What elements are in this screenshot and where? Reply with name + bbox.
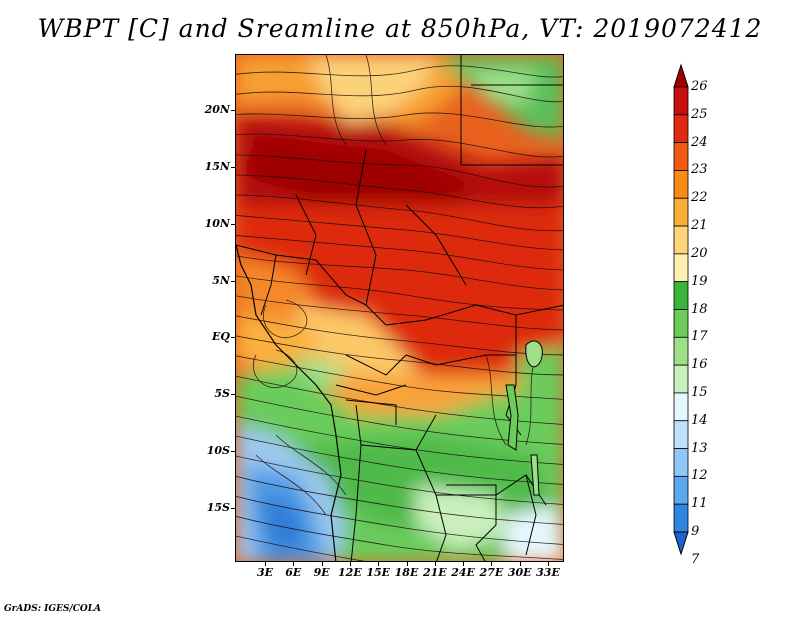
colorbar-label: 26 [691, 79, 708, 94]
colorbar-swatch [673, 364, 689, 394]
colorbar-label: 12 [691, 468, 708, 484]
lon-tick [548, 561, 549, 566]
lat-label: 10S [206, 444, 230, 457]
lon-label: 27E [479, 566, 504, 579]
colorbar-label: 14 [691, 412, 708, 428]
lon-tick [491, 561, 493, 566]
lon-label: 15E [366, 566, 391, 579]
colorbar-label: 22 [691, 190, 708, 206]
lat-tick [231, 337, 236, 338]
lat-label: 15N [204, 160, 230, 173]
colorbar-label: 23 [691, 162, 708, 178]
lat-label: 20N [204, 103, 230, 116]
lon-label: 18E [394, 566, 419, 579]
lon-label: 12E [338, 566, 362, 579]
colorbar-top-arrow [673, 63, 689, 88]
lon-label: 3E [256, 566, 274, 579]
lat-tick [231, 167, 236, 168]
colorbar-swatch [673, 503, 689, 533]
country-borders [236, 55, 563, 561]
colorbar-label: 9 [691, 524, 700, 539]
lon-label: 33E [536, 566, 560, 579]
colorbar-swatch [673, 281, 689, 310]
colorbar-swatch [673, 448, 689, 477]
lat-label: 5S [214, 387, 230, 400]
colorbar-bottom-arrow [673, 531, 689, 556]
lon-label: 21E [422, 566, 447, 579]
colorbar-swatch [673, 475, 689, 505]
colorbar-swatch [673, 420, 689, 449]
lon-tick [293, 561, 295, 566]
coastline [236, 244, 342, 561]
lat-tick [231, 281, 236, 282]
lat-tick [231, 394, 236, 395]
lon-tick [378, 561, 380, 566]
colorbar-label: 19 [691, 273, 708, 289]
lon-tick [321, 561, 323, 566]
colorbar-swatch [673, 114, 689, 144]
map-title: WBPT [C] and Sreamline at 850hPa, VT: 20… [37, 14, 763, 43]
colorbar-swatch [673, 253, 689, 283]
colorbar-swatch [673, 142, 689, 171]
colorbar-label: 16 [691, 357, 708, 373]
colorbar-swatch [673, 197, 689, 227]
lon-tick [265, 561, 266, 566]
colorbar-label: 17 [691, 329, 708, 345]
colorbar-swatch [673, 309, 689, 338]
colorbar-label: 15 [691, 384, 708, 400]
lat-label: 10N [204, 217, 230, 230]
lake-victoria [525, 340, 543, 368]
colorbar-swatch [673, 225, 689, 255]
colorbar-label: 21 [691, 218, 708, 234]
lat-label: EQ [212, 330, 230, 343]
lon-label: 6E [285, 566, 302, 579]
lon-tick [406, 561, 408, 566]
lat-label: 5N [212, 274, 230, 287]
lat-tick [231, 508, 236, 509]
colorbar-label: 24 [691, 134, 708, 150]
colorbar-swatch [673, 336, 689, 366]
lat-tick [231, 110, 236, 111]
lat-tick [231, 451, 236, 452]
map-panel [235, 54, 564, 562]
streamlines [236, 55, 563, 561]
colorbar-label: 13 [691, 440, 708, 456]
lon-tick [434, 561, 436, 566]
colorbar-label: 18 [691, 301, 708, 317]
lon-label: 9E [313, 566, 330, 579]
lon-tick [463, 561, 465, 566]
colorbar-swatch [673, 170, 689, 199]
lake-malawi [530, 454, 540, 496]
colorbar-label: 20 [691, 245, 708, 261]
wbpt-field [236, 55, 563, 561]
footer-credit: GrADS: IGES/COLA [4, 604, 102, 614]
colorbar-swatch [673, 392, 689, 422]
lat-tick [231, 224, 236, 225]
colorbar-label: 25 [691, 106, 708, 122]
colorbar-label: 7 [691, 551, 700, 567]
lat-label: 15S [206, 501, 230, 514]
lon-tick [519, 561, 521, 566]
lon-tick [349, 561, 351, 566]
lake-tanganyika [505, 384, 519, 451]
lon-label: 30E [507, 566, 532, 579]
lon-label: 24E [451, 566, 475, 579]
colorbar-swatch [673, 86, 689, 116]
colorbar-label: 11 [691, 496, 708, 512]
